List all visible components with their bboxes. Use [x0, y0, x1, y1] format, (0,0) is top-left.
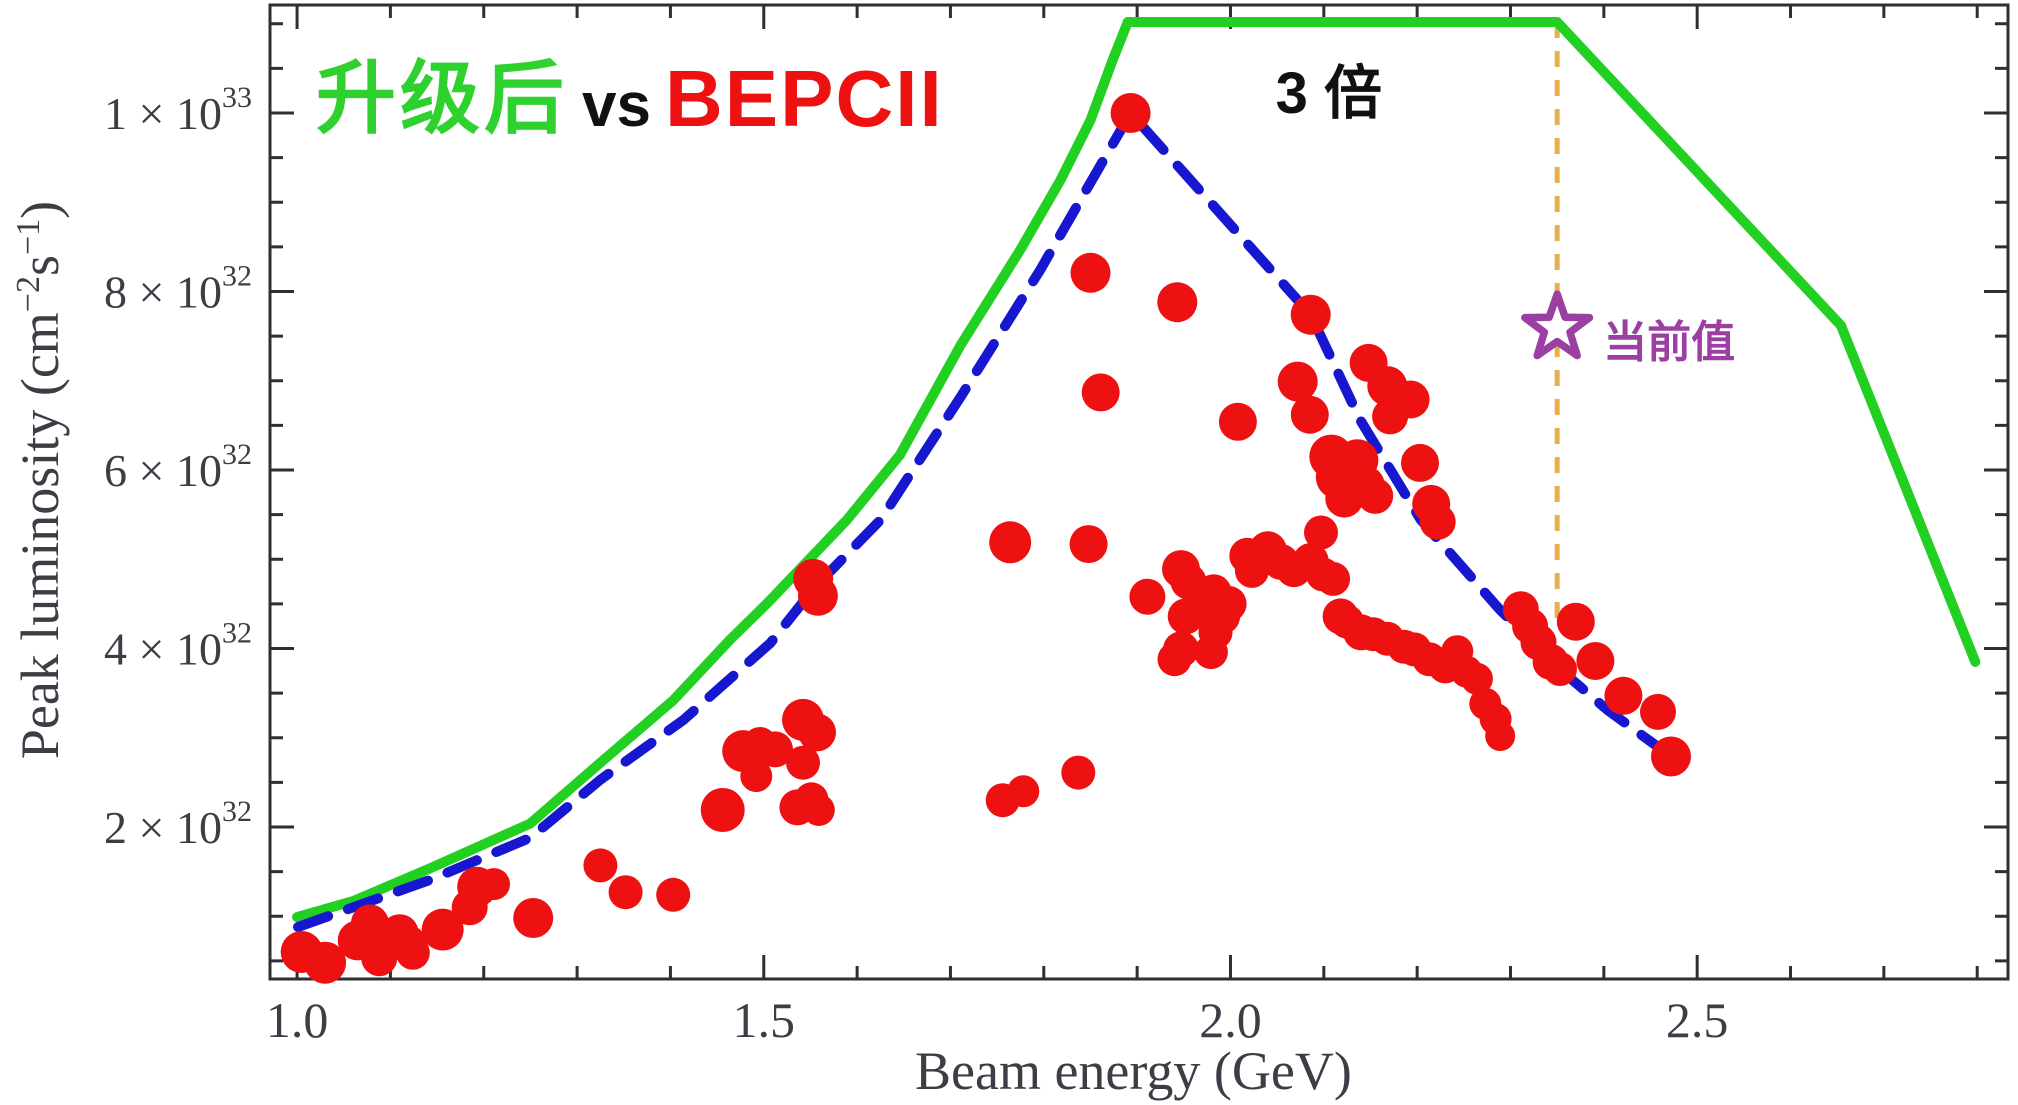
x-tick-label: 2.0 — [1199, 992, 1262, 1048]
red-dot — [583, 848, 618, 883]
axis-ticks — [270, 5, 2008, 979]
red-dot — [1543, 652, 1577, 686]
red-dot — [1193, 635, 1228, 670]
title-bepcii-text: BEPCII — [664, 54, 944, 143]
frame-rect — [268, 3, 2010, 981]
red-dot — [802, 794, 835, 826]
chart-title: 升级后 vs BEPCII — [316, 34, 944, 150]
red-dot — [1460, 662, 1493, 695]
y-tick-label: 8 × 1032 — [104, 259, 252, 317]
red-dot — [1069, 525, 1108, 564]
y-axis-title-part: s — [10, 255, 70, 277]
red-dot — [1372, 398, 1409, 435]
red-dot — [1110, 93, 1151, 133]
red-dot — [421, 908, 464, 951]
upgrade-curve — [292, 17, 1981, 923]
red-dot — [1316, 561, 1351, 596]
red-dot — [1290, 395, 1329, 434]
g-blue-polyline — [293, 108, 1676, 932]
title-vs-text: vs — [582, 71, 651, 140]
x-axis-title: Beam energy (GeV) — [915, 1041, 1352, 1101]
red-dot — [1401, 443, 1439, 482]
red-dot — [478, 868, 510, 901]
red-dot — [1070, 252, 1111, 293]
current-value-label: 当前值 — [1603, 317, 1736, 367]
axis-tick-labels: 1.0 1.5 2.0 2.5 2 × 1032 4 × 1032 6 × 1032 8 × … — [104, 81, 1728, 1048]
red-dot — [608, 875, 643, 910]
bepcii-data-points — [280, 93, 1691, 984]
red-dot — [656, 877, 691, 912]
x-tick-label: 1.0 — [266, 992, 329, 1048]
red-dot — [1325, 479, 1364, 518]
red-dot — [1419, 503, 1456, 540]
plot-frame — [268, 3, 2010, 981]
bepcii-design-curve — [293, 108, 1676, 932]
y-axis-title-part: −2 — [10, 276, 47, 313]
current-value-star-icon — [1521, 290, 1594, 360]
red-dot — [1129, 578, 1166, 615]
red-dot — [798, 713, 836, 752]
y-tick-label: 4 × 1032 — [104, 617, 252, 675]
red-dot — [304, 941, 347, 984]
ratio-annotation: 3 倍 — [1275, 60, 1383, 126]
red-dot — [1210, 585, 1247, 622]
red-dot — [1485, 721, 1516, 751]
red-dot — [1061, 755, 1096, 790]
red-dot — [1007, 775, 1040, 808]
red-dot — [1556, 602, 1595, 641]
red-dot — [1604, 676, 1643, 715]
g-green-polyline — [292, 17, 1981, 923]
y-axis-title-part: ) — [10, 200, 70, 219]
red-dot — [1640, 693, 1676, 730]
red-dot — [513, 898, 554, 938]
y-axis-title: Peak luminosity (cm−2s−1) — [9, 201, 71, 759]
red-dot — [1357, 477, 1394, 514]
red-dot — [797, 575, 838, 616]
red-dot — [1157, 642, 1192, 677]
y-tick-label: 6 × 1032 — [104, 438, 252, 496]
red-dot — [786, 745, 820, 780]
red-dot — [1290, 294, 1331, 335]
red-dot — [1304, 515, 1338, 550]
red-dot — [740, 760, 773, 793]
star-icon — [1521, 290, 1594, 360]
red-dot — [361, 940, 398, 977]
y-axis-title-part: Peak luminosity (cm — [10, 312, 70, 760]
red-dot — [1218, 402, 1257, 441]
x-tick-label: 1.5 — [733, 992, 796, 1048]
red-dot — [1651, 736, 1691, 777]
x-tick-label: 2.5 — [1666, 992, 1729, 1048]
y-axis-title-part: −1 — [10, 218, 47, 256]
red-dot — [1277, 361, 1318, 402]
red-dot — [1157, 282, 1198, 323]
red-dot — [1081, 373, 1120, 412]
red-dot — [395, 935, 430, 970]
red-dot — [1576, 642, 1615, 680]
y-tick-label: 1 × 1033 — [104, 81, 252, 139]
red-dot — [757, 731, 793, 768]
red-dot — [989, 521, 1032, 564]
title-upgrade-text: 升级后 — [316, 54, 568, 143]
y-tick-label: 2 × 1032 — [104, 795, 252, 853]
red-dot — [700, 788, 745, 832]
